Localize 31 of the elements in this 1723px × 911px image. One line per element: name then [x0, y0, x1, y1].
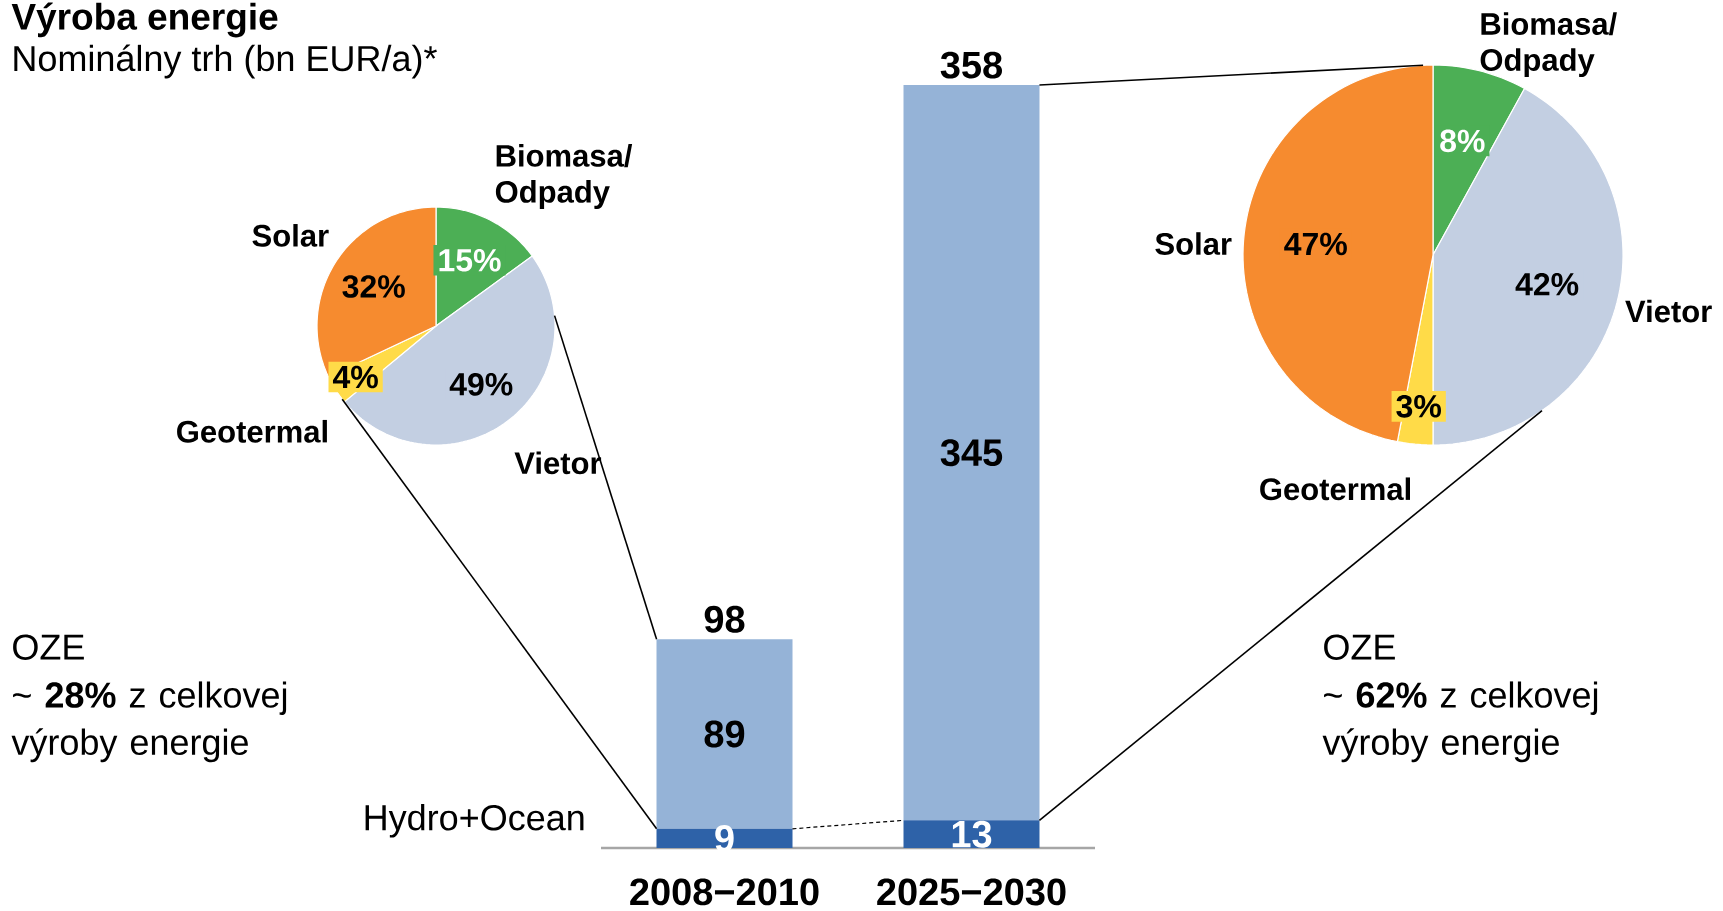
- data-label: 42%: [1515, 273, 1579, 296]
- data-label: 49%: [449, 372, 513, 396]
- text: Nominálny trh (bn EUR/a)*: [14, 44, 437, 79]
- data-label: 89: [704, 720, 745, 748]
- data-label: 4%: [332, 365, 378, 389]
- data-label: 32%: [342, 275, 405, 298]
- data-label: 15%: [439, 248, 501, 272]
- slice-label: Biomasa/ Odpady: [1480, 12, 1617, 78]
- slice-label: Solar: [252, 224, 329, 247]
- data-label: 13: [952, 820, 992, 848]
- bar: [903, 85, 1040, 821]
- slice-label: Biomasa/ Odpady: [495, 144, 633, 209]
- text: OZE: [1324, 634, 1395, 660]
- slice-label: Vietor: [1625, 299, 1712, 323]
- total-label: 98: [704, 605, 745, 633]
- x-tick-label: 2008−2010: [630, 878, 819, 906]
- legend-label: Geotermal: [177, 419, 327, 443]
- slice-label: Solar: [1155, 232, 1232, 255]
- chart-title: Výroba energie: [11, 2, 278, 38]
- text: ~ 62% z celkovej výroby energie: [1322, 681, 1598, 763]
- text: OZE: [13, 634, 84, 660]
- slice-label: Geotermal: [1260, 477, 1411, 501]
- text: Hydro+Ocean: [365, 804, 584, 838]
- data-label: 3%: [1396, 394, 1441, 418]
- slice-label: Vietor: [514, 451, 602, 475]
- total-label: 358: [940, 51, 1003, 79]
- x-tick-label: 2025−2030: [877, 878, 1066, 906]
- text: ~ 28% z celkovej výroby energie: [11, 681, 287, 763]
- data-label: 47%: [1284, 232, 1347, 256]
- data-label: 8%: [1440, 129, 1485, 153]
- data-label: 345: [940, 439, 1003, 467]
